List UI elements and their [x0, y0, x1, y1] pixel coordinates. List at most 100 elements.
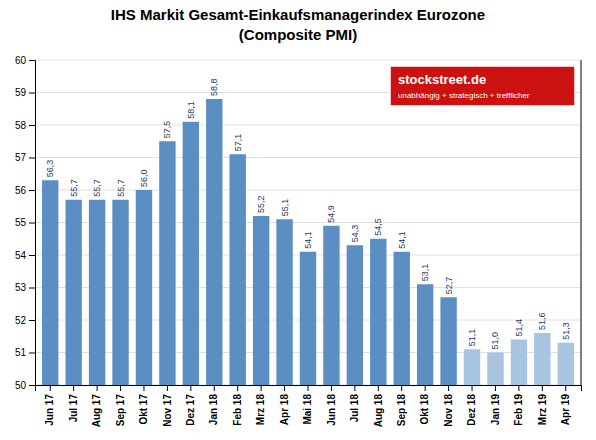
y-tick: 53 [15, 282, 35, 293]
data-label: 53,1 [420, 264, 430, 282]
data-label: 54,5 [373, 218, 383, 236]
plot-area: 56,355,755,755,756,057,558,158,857,155,2… [15, 55, 582, 428]
x-tick-mark [472, 385, 473, 391]
y-tick-label: 51 [15, 347, 27, 358]
x-tick: Apr 18 [279, 385, 290, 425]
x-tick-label: Jul 17 [68, 394, 79, 423]
bar [300, 252, 316, 385]
y-tick: 51 [15, 347, 35, 358]
x-tick: Apr 19 [560, 385, 571, 425]
x-tick-mark [167, 385, 168, 391]
x-tick-mark [143, 385, 144, 391]
x-tick: Okt 18 [419, 385, 430, 425]
annotation: unabhängig + strategisch + trefflicher [398, 91, 530, 100]
x-tick: Jul 17 [68, 385, 79, 422]
data-label: 57,5 [162, 121, 172, 139]
grid-line [35, 125, 581, 126]
bar [323, 226, 339, 385]
x-tick: Aug 18 [373, 385, 384, 427]
data-label: 54,9 [326, 205, 336, 223]
bar [89, 200, 105, 385]
data-label: 56,0 [139, 169, 149, 187]
data-label: 51,3 [561, 322, 571, 340]
y-tick-label: 59 [15, 87, 27, 98]
x-tick-label: Okt 18 [419, 394, 430, 425]
y-tick: 59 [15, 87, 35, 98]
axis-line [36, 386, 582, 392]
x-tick-label: Mrz 19 [537, 394, 548, 426]
x-tick-label: Jul 18 [349, 394, 360, 423]
data-label: 51,6 [537, 312, 547, 330]
x-tick-label: Apr 19 [560, 394, 571, 426]
bar [159, 141, 175, 385]
bar [440, 297, 456, 385]
x-tick-label: Jan 18 [208, 394, 219, 426]
x-axis: Jun 17Jul 17Aug 17Sep 17Okt 17Nov 17Dez … [36, 385, 582, 427]
x-tick-label: Feb 18 [232, 394, 243, 426]
x-tick: Dez 18 [466, 385, 477, 426]
x-tick-mark [518, 385, 519, 391]
title: IHS Markit Gesamt-Einkaufsmanagerindex E… [111, 6, 485, 23]
y-tick-mark [29, 223, 35, 224]
data-label: 56,3 [45, 160, 55, 178]
bar [370, 239, 386, 385]
data-label: 51,0 [490, 332, 500, 350]
data-label: 54,1 [397, 231, 407, 249]
bar [42, 180, 58, 385]
bar [464, 349, 480, 385]
x-tick: Mrz 19 [537, 385, 548, 425]
data-label: 58,8 [209, 78, 219, 96]
bar [534, 333, 550, 385]
x-tick: Mrz 18 [255, 385, 266, 425]
y-tick: 54 [15, 250, 35, 261]
data-label: 51,1 [467, 329, 477, 347]
x-tick-label: Apr 18 [279, 394, 290, 426]
y-tick-label: 56 [15, 185, 27, 196]
bar [183, 122, 199, 385]
y-axis: 5051525354555657585960 [15, 55, 36, 391]
y-tick-label: 57 [15, 152, 27, 163]
bar [253, 216, 269, 385]
data-labels: 56,355,755,755,756,057,558,158,857,155,2… [45, 78, 571, 349]
bar [206, 99, 222, 385]
x-tick-label: Sep 18 [396, 394, 407, 427]
bars [42, 99, 574, 385]
axis-line [581, 60, 582, 385]
x-tick: Sep 18 [396, 385, 407, 426]
y-tick-label: 60 [15, 55, 27, 66]
x-tick: Nov 17 [162, 385, 173, 427]
subtitle: (Composite PMI) [239, 26, 357, 43]
y-tick: 52 [15, 315, 35, 326]
x-tick-label: Okt 17 [138, 394, 149, 425]
logo-box [390, 66, 575, 106]
y-tick-label: 58 [15, 120, 27, 131]
bar [417, 284, 433, 385]
y-tick: 56 [15, 185, 35, 196]
bar [487, 353, 503, 386]
x-tick-mark [542, 385, 543, 391]
x-tick-label: Jun 17 [44, 394, 55, 426]
logo: stockstreet.de unabhängig + strategisch +… [390, 66, 575, 106]
y-tick: 60 [15, 55, 35, 66]
x-tick-mark [237, 385, 238, 391]
annotation: stockstreet.de [398, 72, 486, 87]
data-label: 55,2 [256, 195, 266, 213]
y-tick: 58 [15, 120, 35, 131]
data-label: 51,4 [514, 319, 524, 337]
x-tick-mark [565, 385, 566, 391]
x-tick: Jun 17 [44, 385, 55, 426]
y-tick: 57 [15, 152, 35, 163]
x-tick: Okt 17 [138, 385, 149, 425]
bar [136, 190, 152, 385]
y-tick-label: 55 [15, 217, 27, 228]
x-tick-mark [97, 385, 98, 391]
y-tick-mark [29, 93, 35, 94]
y-tick-mark [29, 60, 35, 61]
x-tick: Jan 18 [208, 385, 219, 425]
x-tick-mark [284, 385, 285, 391]
x-tick-label: Jan 19 [490, 394, 501, 426]
data-label: 54,3 [350, 225, 360, 243]
x-tick-label: Aug 18 [373, 394, 384, 428]
x-tick: Sep 17 [115, 385, 126, 426]
bar [229, 154, 245, 385]
